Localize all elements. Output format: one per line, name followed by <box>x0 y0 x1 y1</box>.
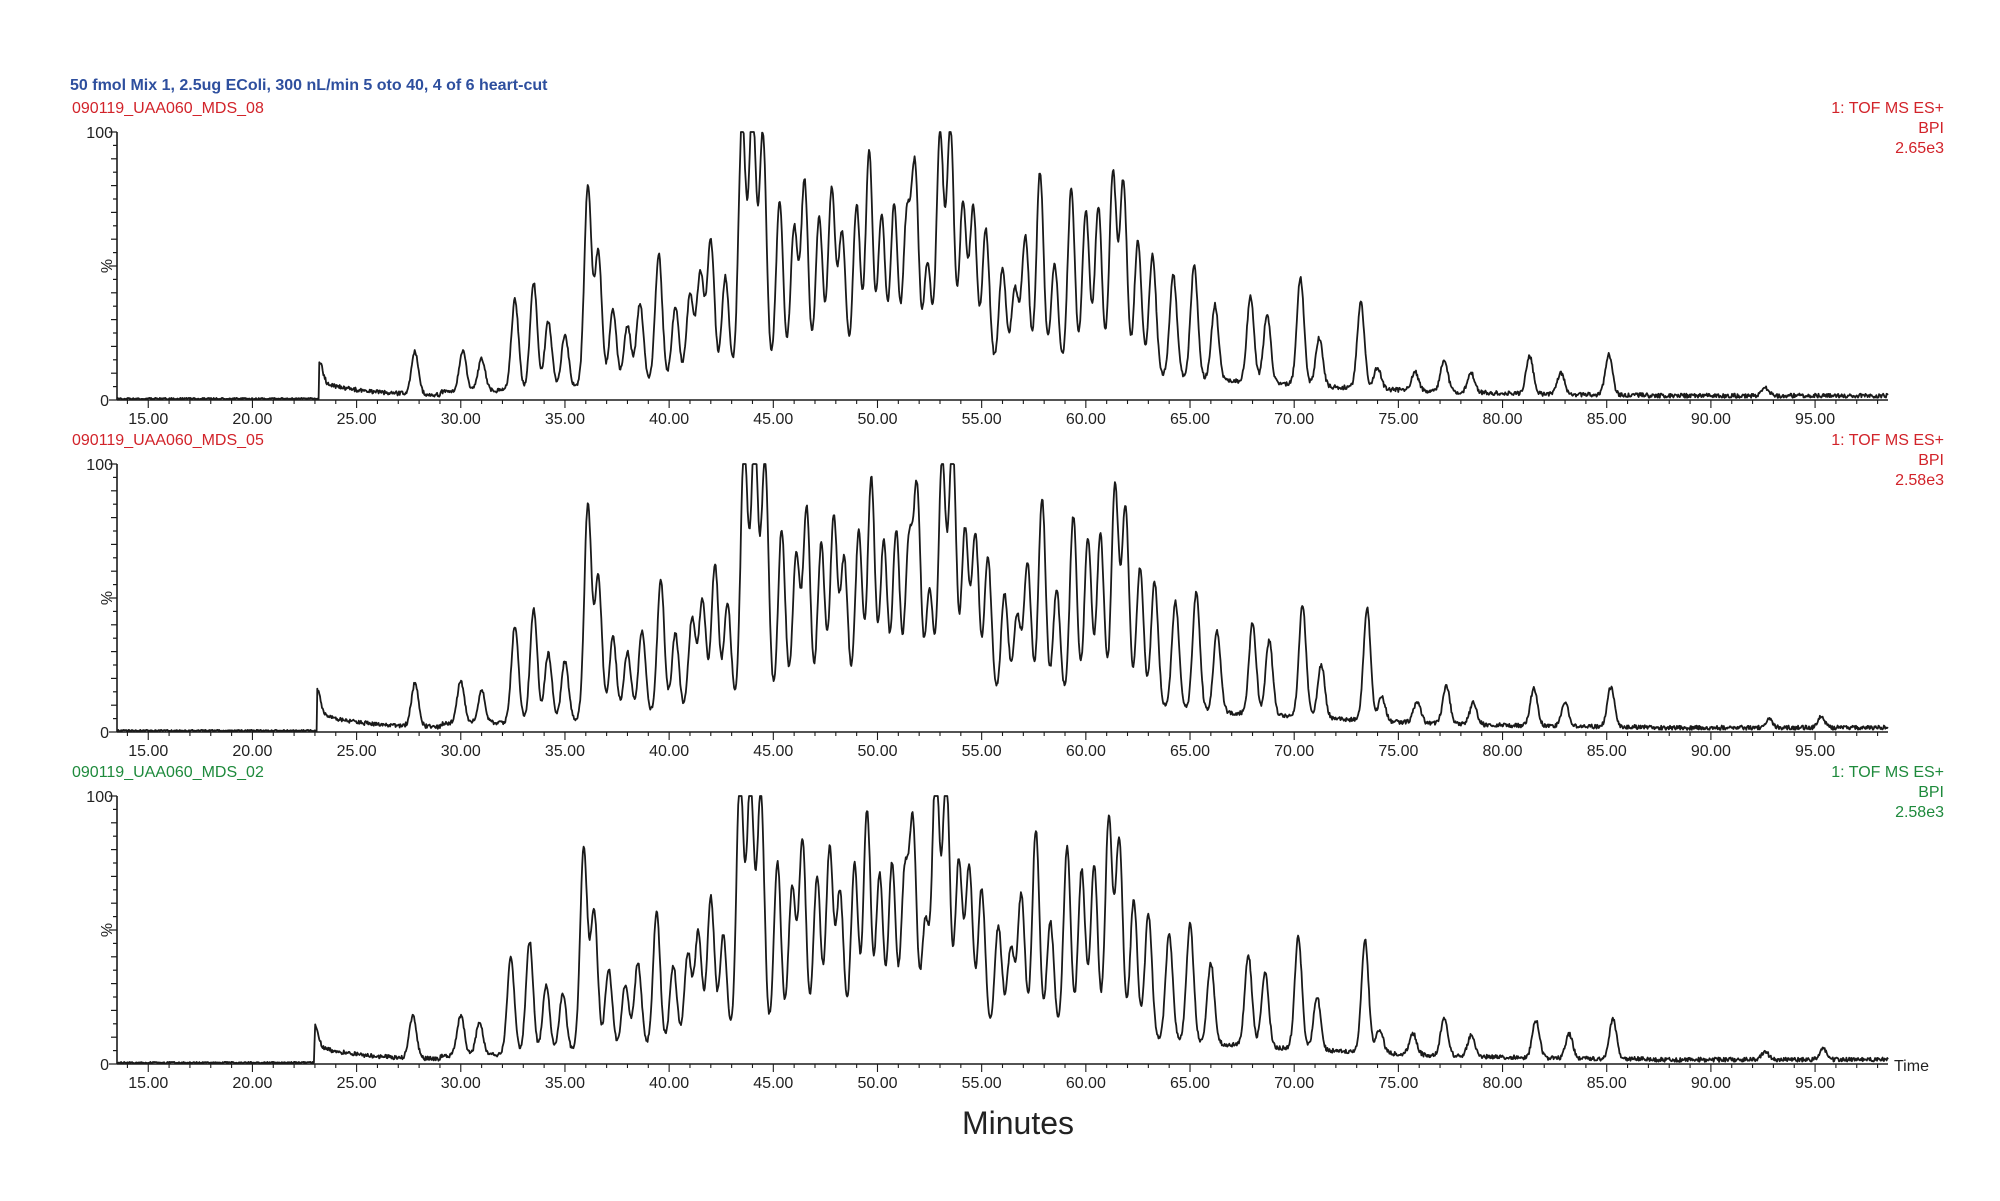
x-tick-label: 60.00 <box>1066 411 1106 428</box>
trace-label: BPI <box>1918 784 1944 801</box>
x-tick-label: 95.00 <box>1795 743 1835 760</box>
x-tick-label: 15.00 <box>128 743 168 760</box>
x-axis-name: Time <box>1894 1058 1929 1075</box>
bpi-trace <box>116 463 1889 733</box>
x-tick-label: 55.00 <box>962 411 1002 428</box>
x-tick-label: 90.00 <box>1691 743 1731 760</box>
function-label: 1: TOF MS ES+ <box>1831 100 1944 117</box>
x-tick-label: 75.00 <box>1378 1075 1418 1092</box>
x-axis-title: Minutes <box>962 1105 1074 1141</box>
bpi-trace <box>116 131 1889 401</box>
x-tick-label: 95.00 <box>1795 411 1835 428</box>
x-tick-label: 50.00 <box>857 411 897 428</box>
x-tick-label: 30.00 <box>441 743 481 760</box>
y-tick-label: 100 <box>86 457 113 474</box>
sample-name: 090119_UAA060_MDS_08 <box>72 100 264 117</box>
sample-name: 090119_UAA060_MDS_02 <box>72 764 264 781</box>
x-tick-label: 20.00 <box>232 1075 272 1092</box>
x-tick-label: 35.00 <box>545 411 585 428</box>
chromatogram-panel: 090119_UAA060_MDS_02 1: TOF MS ES+ BPI 2.58… <box>72 764 1944 1092</box>
x-tick-label: 80.00 <box>1483 1075 1523 1092</box>
x-tick-label: 35.00 <box>545 743 585 760</box>
trace-label: BPI <box>1918 452 1944 469</box>
x-tick-label: 55.00 <box>962 743 1002 760</box>
x-tick-label: 25.00 <box>337 1075 377 1092</box>
figure-title: 50 fmol Mix 1, 2.5ug EColi, 300 nL/min 5… <box>70 77 548 94</box>
x-tick-label: 40.00 <box>649 743 689 760</box>
x-tick-label: 45.00 <box>753 411 793 428</box>
x-tick-label: 20.00 <box>232 743 272 760</box>
x-tick-label: 70.00 <box>1274 743 1314 760</box>
y-tick-label: 100 <box>86 789 113 806</box>
bpi-trace <box>116 795 1889 1065</box>
x-tick-label: 15.00 <box>128 1075 168 1092</box>
y-axis-label: % <box>99 591 116 605</box>
x-tick-label: 75.00 <box>1378 411 1418 428</box>
x-tick-label: 90.00 <box>1691 411 1731 428</box>
x-tick-label: 95.00 <box>1795 1075 1835 1092</box>
function-label: 1: TOF MS ES+ <box>1831 764 1944 781</box>
y-axis-label: % <box>99 259 116 273</box>
x-tick-label: 90.00 <box>1691 1075 1731 1092</box>
x-tick-label: 20.00 <box>232 411 272 428</box>
x-tick-label: 45.00 <box>753 743 793 760</box>
y-tick-label: 100 <box>86 125 113 142</box>
chromatogram-panels: 090119_UAA060_MDS_08 1: TOF MS ES+ BPI 2.65… <box>72 100 1944 1092</box>
x-tick-label: 85.00 <box>1587 743 1627 760</box>
x-tick-label: 85.00 <box>1587 1075 1627 1092</box>
chromatogram-panel: 090119_UAA060_MDS_05 1: TOF MS ES+ BPI 2.58… <box>72 432 1944 760</box>
sample-name: 090119_UAA060_MDS_05 <box>72 432 264 449</box>
function-label: 1: TOF MS ES+ <box>1831 432 1944 449</box>
x-tick-label: 45.00 <box>753 1075 793 1092</box>
x-tick-label: 50.00 <box>857 743 897 760</box>
intensity-label: 2.65e3 <box>1895 140 1944 157</box>
x-tick-label: 55.00 <box>962 1075 1002 1092</box>
x-tick-label: 50.00 <box>857 1075 897 1092</box>
x-tick-label: 70.00 <box>1274 1075 1314 1092</box>
x-tick-label: 65.00 <box>1170 411 1210 428</box>
x-tick-label: 60.00 <box>1066 1075 1106 1092</box>
x-tick-label: 75.00 <box>1378 743 1418 760</box>
y-tick-label: 0 <box>100 1057 109 1074</box>
x-tick-label: 35.00 <box>545 1075 585 1092</box>
intensity-label: 2.58e3 <box>1895 804 1944 821</box>
x-tick-label: 25.00 <box>337 743 377 760</box>
x-tick-label: 70.00 <box>1274 411 1314 428</box>
x-tick-label: 30.00 <box>441 411 481 428</box>
y-tick-label: 0 <box>100 725 109 742</box>
x-tick-label: 40.00 <box>649 1075 689 1092</box>
trace-label: BPI <box>1918 120 1944 137</box>
x-tick-label: 65.00 <box>1170 1075 1210 1092</box>
x-tick-label: 15.00 <box>128 411 168 428</box>
chromatogram-panel: 090119_UAA060_MDS_08 1: TOF MS ES+ BPI 2.65… <box>72 100 1944 428</box>
x-tick-label: 25.00 <box>337 411 377 428</box>
x-tick-label: 65.00 <box>1170 743 1210 760</box>
intensity-label: 2.58e3 <box>1895 472 1944 489</box>
x-tick-label: 60.00 <box>1066 743 1106 760</box>
y-axis-label: % <box>99 923 116 937</box>
x-tick-label: 40.00 <box>649 411 689 428</box>
y-tick-label: 0 <box>100 393 109 410</box>
x-tick-label: 80.00 <box>1483 411 1523 428</box>
x-tick-label: 85.00 <box>1587 411 1627 428</box>
x-tick-label: 30.00 <box>441 1075 481 1092</box>
x-tick-label: 80.00 <box>1483 743 1523 760</box>
